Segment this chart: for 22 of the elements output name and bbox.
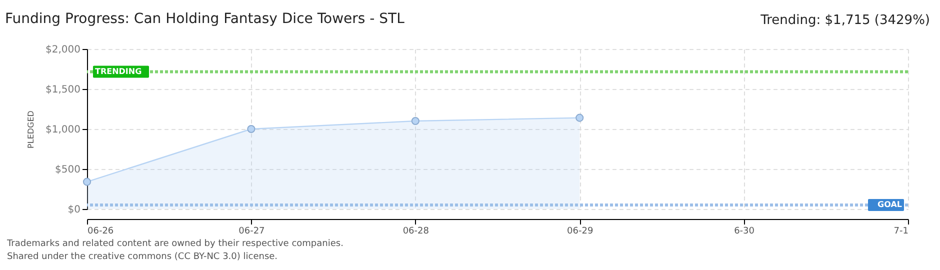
point — [411, 116, 420, 126]
text: Trademarks and related content are owned by their respective companies. — [6, 239, 344, 249]
y-tick-label: $0 — [68, 204, 80, 216]
text: Shared under the creative commons (CC BY-NC 3.0) license. — [7, 252, 278, 262]
x-tick-label: 06-28 — [402, 226, 430, 236]
point — [247, 124, 256, 134]
ref-line-label: GOAL — [878, 200, 902, 209]
ref-line-label: TRENDING — [95, 66, 142, 76]
y-tick-label: $1,000 — [46, 124, 80, 136]
y-axis-title: PLEDGED — [26, 110, 36, 148]
y-tick-label: $500 — [55, 164, 80, 176]
chart-subtitle: Trending: $1,715 (3429%) — [760, 13, 930, 28]
x-tick-label: 06-26 — [88, 226, 114, 236]
x-tick-label: 7-1 — [894, 226, 908, 236]
point — [576, 114, 584, 122]
y-tick-label: $2,000 — [46, 44, 80, 56]
x-tick-label: 06-29 — [567, 226, 594, 236]
point — [82, 178, 92, 186]
chart-title: Funding Progress: Can Holding Fantasy Dice Towers - STL — [5, 11, 405, 27]
x-tick-label: 6-30 — [734, 226, 755, 236]
y-tick-label: $1,500 — [46, 84, 80, 96]
x-tick-label: 06-27 — [238, 226, 265, 236]
